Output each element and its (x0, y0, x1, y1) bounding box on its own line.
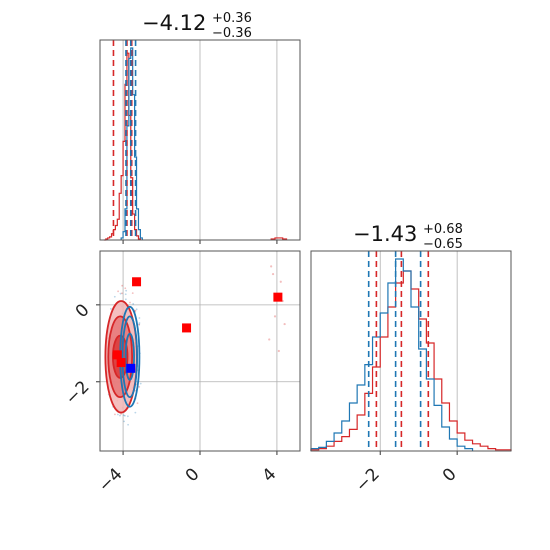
h2-xtick-label-1: 0 (439, 464, 461, 486)
title-param1-plus: +0.36 (212, 11, 252, 26)
sc-sample-point (138, 317, 141, 319)
sc-outlier-point-0 (271, 272, 275, 276)
sc-blue-marker-0 (126, 363, 136, 373)
sc-xtick-label-1: 0 (182, 464, 204, 486)
title-param2: −1.43 +0.68 −0.65 (353, 222, 463, 252)
sc-sample-point (119, 292, 122, 295)
sc-sample-point (124, 298, 127, 301)
sc-ytick-label-1: 0 (72, 300, 94, 322)
histogram-param1-panel (99, 39, 301, 244)
sc-outlier-point-3 (283, 322, 286, 326)
title-param1-minus: −0.36 (212, 26, 252, 41)
h2-frame (310, 250, 512, 452)
title-param2-minus: −0.65 (423, 237, 463, 252)
contour-scatter-panel: −4 0 4 −2 0 (62, 250, 301, 496)
sc-sample-point (134, 309, 137, 312)
sc-sample-point (127, 423, 129, 426)
sc-frame (99, 250, 301, 452)
sc-sample-point (132, 303, 135, 305)
sc-sample-point (129, 301, 131, 304)
sc-red-marker-3 (112, 350, 122, 360)
h2-xtick-label-0: −2 (352, 464, 384, 496)
sc-sample-point (131, 292, 134, 295)
sc-red-marker-1 (182, 323, 192, 333)
sc-red-marker-4 (116, 358, 126, 368)
sc-blue-contour-1 (121, 315, 139, 399)
title-param2-plus: +0.68 (423, 222, 463, 237)
sc-sample-point (113, 295, 116, 298)
sc-outlier-point-2 (273, 315, 277, 318)
title-param1-median: −4.12 (142, 11, 206, 35)
sc-sample-point (138, 323, 141, 326)
title-param2-median: −1.43 (353, 222, 417, 246)
sc-sample-point (121, 292, 123, 295)
sc-sample-point (136, 402, 139, 405)
sc-sample-point (123, 420, 126, 423)
sc-sample-point (124, 293, 127, 296)
sc-sample-point (114, 413, 116, 416)
sc-outlier-point-5 (277, 349, 280, 353)
sc-red-marker-0 (132, 277, 142, 287)
sc-blue-contour-0 (124, 332, 135, 381)
sc-sample-point (125, 289, 128, 292)
h1-red-hist (103, 52, 141, 241)
sc-sample-point (124, 287, 127, 290)
histogram-param2-panel: −2 0 (310, 250, 512, 496)
sc-sample-point (120, 413, 122, 415)
sc-xtick-label-2: 4 (259, 464, 281, 486)
sc-sample-point (138, 385, 141, 388)
sc-sample-point (138, 323, 141, 326)
sc-sample-point (117, 290, 119, 293)
sc-ytick-label-0: −2 (62, 377, 94, 409)
sc-sample-point (119, 414, 121, 417)
h1-blue-hist (120, 47, 143, 240)
sc-sample-point (116, 413, 119, 416)
h1-frame (99, 39, 301, 241)
sc-sample-point (121, 284, 124, 287)
sc-sample-point (123, 414, 126, 417)
sc-outlier-point-4 (268, 338, 271, 341)
sc-sample-point (139, 382, 142, 385)
h2-blue-hist (310, 258, 474, 451)
sc-xtick-label-0: −4 (95, 464, 127, 496)
h1-red-outlier-hist (270, 237, 288, 240)
sc-sample-point (122, 414, 125, 417)
sc-sample-point (135, 308, 138, 311)
sc-sample-point (138, 322, 141, 324)
title-param1: −4.12 +0.36 −0.36 (142, 11, 252, 41)
sc-sample-point (134, 411, 137, 414)
sc-outlier-point-1 (279, 280, 282, 283)
sc-outlier-point-6 (270, 265, 273, 268)
sc-sample-point (126, 415, 129, 418)
sc-red-marker-2 (273, 292, 283, 302)
sc-sample-point (110, 307, 112, 310)
